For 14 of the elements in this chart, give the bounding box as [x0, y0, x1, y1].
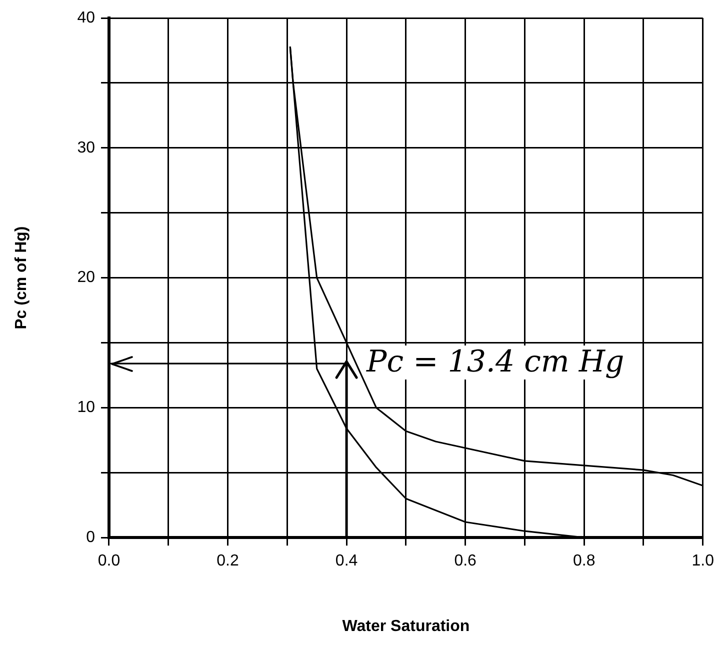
ref-line-label: Pc = 13.4 cm Hg — [366, 344, 624, 380]
y-axis-title: Pc (cm of Hg) — [13, 226, 30, 330]
y-tick-label: 0 — [86, 529, 96, 546]
x-tick-label: 1.0 — [692, 552, 714, 570]
y-tick-label: 20 — [77, 269, 96, 286]
x-axis-title: Water Saturation — [342, 618, 470, 635]
x-tick-label: 0.8 — [572, 552, 596, 570]
x-tick-label: 0.2 — [216, 552, 239, 570]
y-tick-label: 10 — [77, 399, 96, 416]
x-tick-label: 0.6 — [454, 552, 477, 570]
x-tick-label: 0.4 — [335, 552, 358, 570]
y-tick-label: 30 — [77, 139, 96, 156]
y-tick-label: 40 — [77, 9, 96, 26]
x-tick-label: 0.0 — [98, 552, 120, 570]
